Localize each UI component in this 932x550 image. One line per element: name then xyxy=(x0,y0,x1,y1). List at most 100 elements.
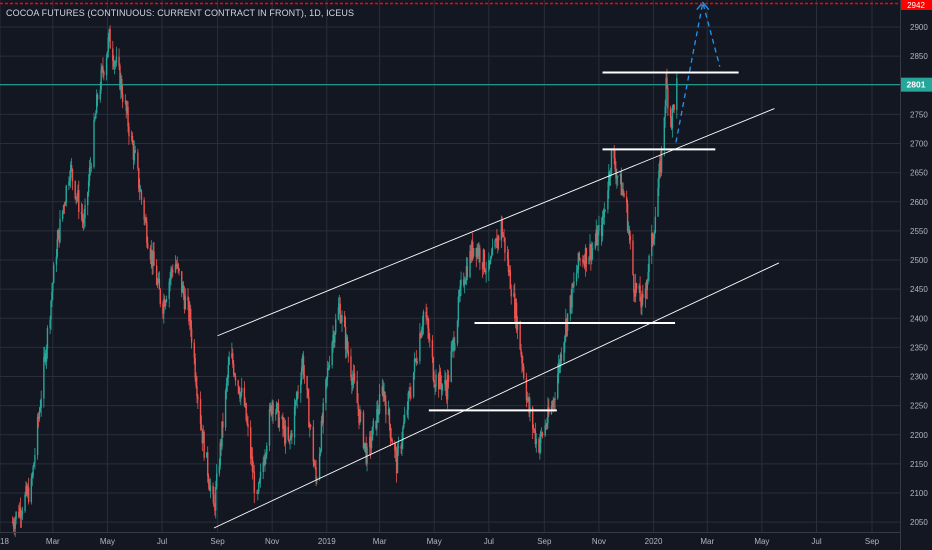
candle-body xyxy=(503,236,505,238)
candle-body xyxy=(39,407,41,412)
candle-body xyxy=(214,506,216,511)
candle-body xyxy=(18,507,21,517)
candle-body xyxy=(385,401,387,415)
candle-body xyxy=(444,380,446,385)
candle-body xyxy=(38,411,41,419)
candle-body xyxy=(533,429,536,430)
candle-body xyxy=(278,417,281,428)
candle-body xyxy=(87,192,89,206)
candle-body xyxy=(582,259,584,263)
candle-body xyxy=(607,190,609,210)
candle-body xyxy=(322,403,324,424)
candle-body xyxy=(569,295,571,314)
candle-body xyxy=(197,396,199,400)
candle-body xyxy=(147,242,149,249)
candle-body xyxy=(263,462,265,465)
candle-body xyxy=(501,220,503,236)
candle-body xyxy=(384,392,386,402)
candle-body xyxy=(340,321,342,323)
time-tick-label: Mar xyxy=(700,537,714,546)
candle-body xyxy=(538,438,540,453)
candle-body xyxy=(308,396,310,428)
candle-body xyxy=(163,299,165,314)
price-tick-label: 2900 xyxy=(910,23,928,32)
candle-body xyxy=(57,229,59,240)
candle-body xyxy=(425,311,427,318)
candle-body xyxy=(540,432,543,434)
candle-body xyxy=(119,65,121,90)
candle-body xyxy=(381,386,383,394)
candle-body xyxy=(213,494,215,507)
candle-body xyxy=(463,283,466,285)
candle-body xyxy=(171,269,173,271)
candle-body xyxy=(146,222,148,243)
candle-body xyxy=(258,482,260,492)
candle-body xyxy=(625,197,628,204)
candle-body xyxy=(551,405,554,408)
candle-body xyxy=(253,471,255,493)
candle-body xyxy=(69,178,71,182)
last-price-label: 2801 xyxy=(907,80,926,90)
candle-body xyxy=(519,321,521,350)
candle-body xyxy=(295,399,298,402)
candle-body xyxy=(676,77,678,110)
price-tick-label: 2250 xyxy=(910,402,928,411)
candle-body xyxy=(289,438,291,441)
candle-body xyxy=(644,288,647,299)
candle-body xyxy=(409,391,411,397)
candle-body xyxy=(301,367,303,381)
candle-body xyxy=(391,439,393,444)
candle-body xyxy=(165,299,168,302)
candle-body xyxy=(589,244,591,258)
candle-body xyxy=(648,255,650,272)
candle-body xyxy=(277,403,280,428)
candle-body xyxy=(128,126,130,137)
candle-body xyxy=(293,406,296,438)
candle-body xyxy=(109,29,111,49)
candle-body xyxy=(58,229,60,242)
candle-body xyxy=(281,417,283,418)
candle-body xyxy=(140,190,143,200)
candle-body xyxy=(382,386,384,397)
candle-body xyxy=(564,335,566,343)
candle-body xyxy=(252,471,255,473)
candle-body xyxy=(657,188,659,217)
price-tick-label: 2650 xyxy=(910,169,928,178)
candle-body xyxy=(426,317,428,319)
candle-body xyxy=(608,172,611,178)
candle-body xyxy=(215,473,218,488)
candle-body xyxy=(414,358,417,360)
time-axis[interactable]: 2018 Mar May Jul Sep Nov 2019 Mar May Jul Sep Nov 20… xyxy=(0,532,900,547)
candle-body xyxy=(18,511,20,517)
time-tick-label: Sep xyxy=(537,537,552,546)
candle-body xyxy=(284,426,287,444)
candle-body xyxy=(546,423,548,427)
candle-body xyxy=(19,507,22,518)
candle-body xyxy=(121,94,124,102)
candle-body xyxy=(131,136,134,145)
candle-body xyxy=(290,433,292,439)
candle-body xyxy=(282,417,284,430)
candle-body xyxy=(207,452,209,477)
candle-body xyxy=(134,150,136,153)
candle-body xyxy=(419,333,421,362)
candle-body xyxy=(378,413,380,415)
price-tick-label: 2600 xyxy=(910,198,928,207)
candle-body xyxy=(21,511,24,515)
candle-body xyxy=(27,487,30,503)
channel-upper-line xyxy=(217,108,775,337)
candle-body xyxy=(435,374,437,387)
candle-body xyxy=(508,269,511,273)
candle-body xyxy=(489,257,492,264)
candle-body xyxy=(275,403,278,413)
time-tick-label: Nov xyxy=(592,537,606,546)
candle-body xyxy=(333,334,335,343)
price-axis[interactable]: 2050 2100 2150 2200 2250 2300 2350 2400 2450 2500… xyxy=(900,0,932,550)
candle-body xyxy=(410,396,412,397)
candle-body xyxy=(438,371,441,390)
candle-body xyxy=(246,420,248,424)
candle-body xyxy=(288,439,290,441)
candle-body xyxy=(113,60,115,67)
